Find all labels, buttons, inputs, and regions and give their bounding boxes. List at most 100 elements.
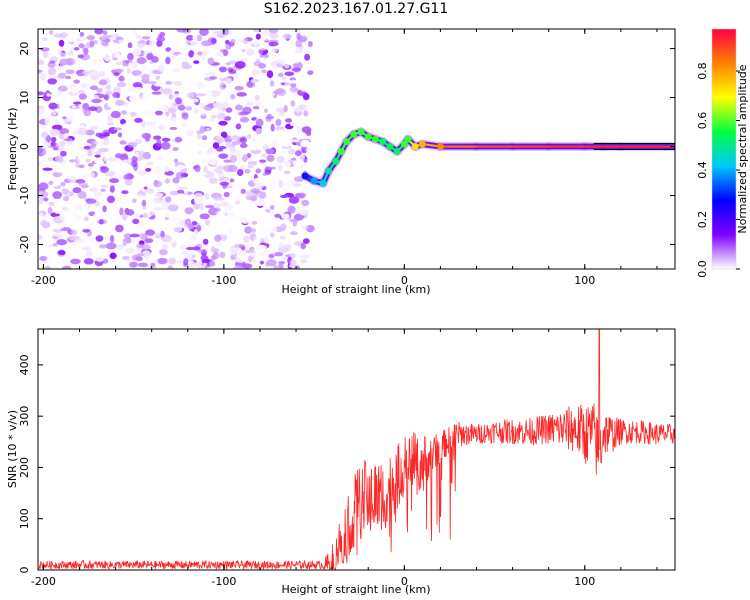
noise-blob (266, 70, 274, 79)
noise-blob (65, 209, 75, 214)
noise-blob (276, 63, 284, 68)
noise-blob (177, 186, 189, 191)
noise-blob (263, 108, 268, 114)
noise-blob (102, 249, 108, 256)
noise-blob (237, 37, 245, 43)
noise-blob (226, 211, 236, 218)
noise-blob (140, 144, 147, 152)
noise-blob (176, 29, 187, 33)
noise-blob (210, 246, 216, 253)
noise-blob (269, 80, 275, 87)
noise-blob (38, 161, 42, 166)
spectrogram-y-tick-label: -10 (18, 187, 31, 205)
noise-blob (90, 171, 95, 179)
noise-blob (188, 50, 195, 58)
noise-blob (285, 111, 295, 118)
noise-blob (67, 118, 74, 123)
noise-blob (209, 76, 218, 80)
noise-blob (41, 191, 49, 197)
noise-blob (131, 70, 142, 76)
noise-blob (240, 217, 250, 225)
noise-blob (293, 172, 299, 178)
noise-blob (95, 132, 104, 138)
snr-y-label: SNR (10 * v/v) (6, 410, 19, 488)
noise-blob (93, 211, 103, 220)
noise-blob (65, 75, 72, 80)
noise-blob (187, 147, 194, 156)
noise-blob (266, 154, 275, 162)
noise-blob (281, 238, 287, 243)
noise-blob (174, 136, 183, 143)
noise-blob (271, 176, 277, 184)
noise-blob (150, 262, 156, 267)
noise-blob (42, 51, 49, 59)
noise-blob (208, 177, 218, 184)
noise-blob (148, 39, 156, 47)
noise-blob (90, 150, 96, 155)
spectrogram-x-tick-label: -100 (211, 274, 236, 287)
noise-blob (106, 249, 112, 254)
noise-blob (94, 165, 102, 170)
noise-blob (215, 51, 226, 58)
noise-blob (305, 147, 314, 152)
spectrogram-y-label: Frequency (Hz) (6, 108, 19, 191)
noise-blob (241, 48, 246, 53)
noise-blob (72, 187, 82, 194)
noise-blob (282, 33, 292, 40)
noise-blob (82, 102, 90, 111)
noise-blob (239, 137, 246, 142)
noise-blob (103, 54, 111, 62)
noise-blob (305, 130, 312, 136)
noise-blob (63, 254, 72, 262)
noise-blob (88, 165, 93, 171)
noise-blob (169, 190, 180, 196)
noise-blob (252, 106, 261, 110)
noise-blob (115, 68, 125, 73)
noise-blob (85, 249, 93, 258)
noise-blob (290, 100, 296, 107)
noise-blob (181, 64, 193, 70)
noise-blob (63, 206, 69, 212)
noise-blob (64, 43, 72, 51)
noise-blob (123, 174, 128, 180)
noise-blob (265, 208, 271, 213)
noise-blob (183, 258, 189, 266)
noise-blob (73, 79, 81, 84)
noise-blob (51, 161, 62, 170)
noise-blob (218, 146, 227, 150)
noise-blob (114, 99, 125, 106)
spectrogram-x-tick-label: 0 (401, 274, 408, 287)
noise-blob (119, 140, 127, 145)
noise-blob (77, 190, 87, 199)
noise-blob (40, 219, 48, 227)
noise-blob (212, 142, 220, 150)
noise-blob (102, 231, 111, 239)
noise-blob (91, 71, 97, 76)
noise-blob (132, 30, 138, 36)
noise-blob (216, 200, 222, 205)
noise-blob (57, 48, 62, 55)
noise-blob (294, 150, 302, 157)
ridge-peak-dot (418, 140, 426, 148)
noise-blob (125, 247, 135, 254)
noise-blob (41, 249, 50, 253)
noise-blob (304, 53, 311, 61)
noise-blob (277, 164, 284, 172)
noise-blob (172, 146, 179, 152)
noise-blob (47, 78, 58, 85)
noise-blob (275, 201, 283, 207)
noise-blob (295, 39, 302, 48)
noise-blob (190, 234, 197, 241)
noise-blob (83, 109, 92, 117)
noise-blob (259, 159, 267, 163)
noise-blob (112, 92, 120, 98)
colorbar-tick-label: 0.2 (696, 211, 709, 229)
noise-blob (129, 233, 140, 238)
noise-blob (283, 160, 291, 168)
noise-blob (113, 127, 123, 131)
noise-blob (99, 166, 107, 170)
noise-blob (233, 265, 243, 269)
noise-blob (52, 171, 62, 178)
ridge-peak-dot (337, 147, 345, 155)
noise-blob (95, 256, 105, 262)
